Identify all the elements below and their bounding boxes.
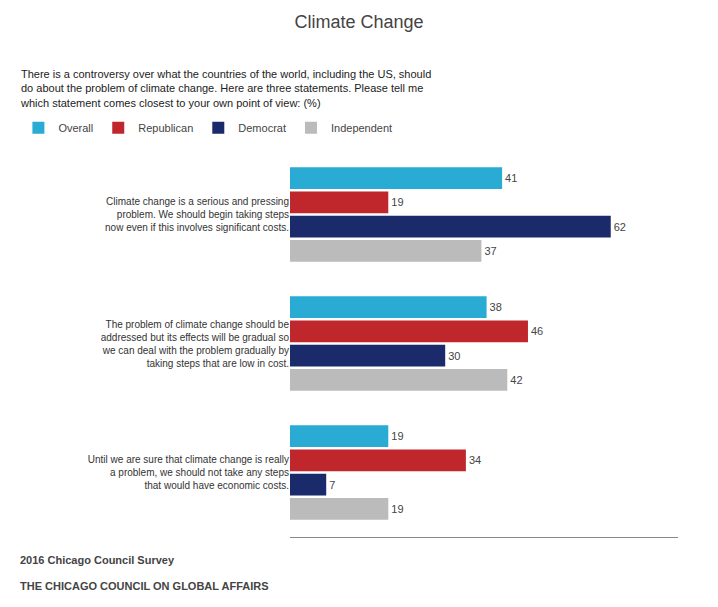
svg-text:42: 42 [510, 374, 522, 386]
svg-text:62: 62 [614, 221, 626, 233]
svg-text:46: 46 [531, 325, 543, 337]
svg-text:30: 30 [448, 350, 460, 362]
svg-text:Republican: Republican [138, 122, 193, 134]
svg-text:41: 41 [505, 172, 517, 184]
svg-text:Until we are sure that climate: Until we are sure that climate change is… [88, 454, 289, 491]
svg-text:Independent: Independent [331, 122, 392, 134]
svg-text:Overall: Overall [58, 122, 93, 134]
svg-text:19: 19 [391, 430, 403, 442]
svg-text:7: 7 [329, 479, 335, 491]
svg-text:Democrat: Democrat [238, 122, 286, 134]
svg-text:Climate change is a serious an: Climate change is a serious and pressing… [105, 196, 289, 233]
svg-text:There is a controversy over wh: There is a controversy over what the cou… [20, 68, 431, 109]
svg-text:THE CHICAGO COUNCIL ON GLOBAL: THE CHICAGO COUNCIL ON GLOBAL AFFAIRS [20, 580, 269, 592]
svg-text:19: 19 [391, 196, 403, 208]
svg-text:19: 19 [391, 503, 403, 515]
svg-text:Climate Change: Climate Change [294, 12, 423, 32]
svg-text:37: 37 [484, 245, 496, 257]
svg-text:34: 34 [469, 454, 481, 466]
svg-text:38: 38 [490, 301, 502, 313]
svg-text:The problem of climate change: The problem of climate change should bea… [101, 319, 290, 369]
svg-text:2016 Chicago Council Survey: 2016 Chicago Council Survey [20, 554, 175, 566]
